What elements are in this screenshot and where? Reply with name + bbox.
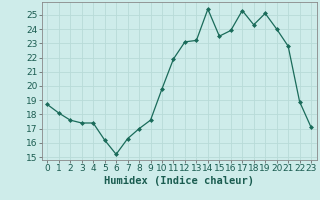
X-axis label: Humidex (Indice chaleur): Humidex (Indice chaleur) xyxy=(104,176,254,186)
